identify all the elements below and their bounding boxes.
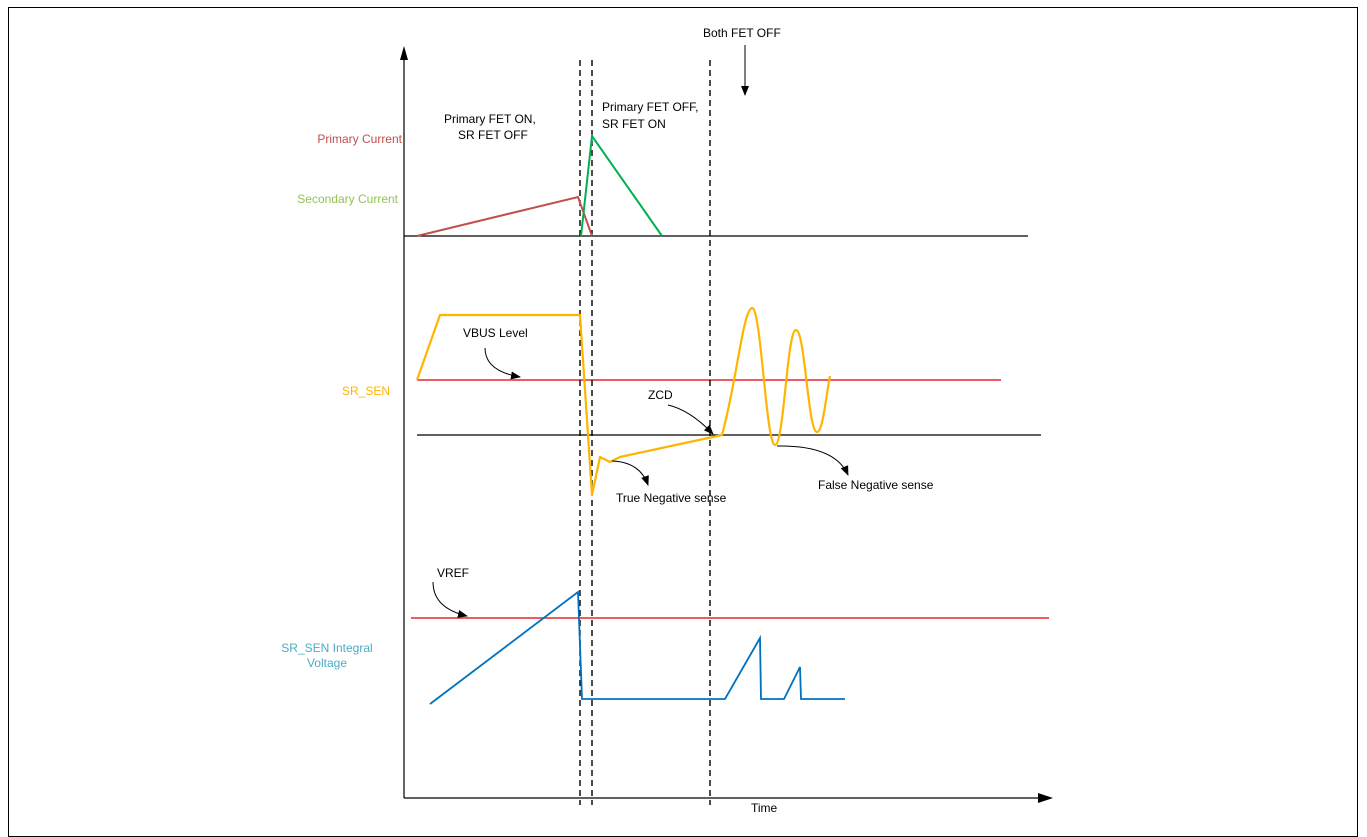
phase-2-label-1: Primary FET OFF, xyxy=(602,100,698,114)
primary-current-waveform xyxy=(416,195,593,237)
x-axis-arrow-icon xyxy=(1038,793,1053,803)
sr-sen-integral-waveform xyxy=(429,590,845,705)
sr-sen-integral-label-2: Voltage xyxy=(307,656,347,670)
y-axis-arrow-icon xyxy=(400,46,408,60)
primary-current-label: Primary Current xyxy=(317,132,402,146)
vbus-pointer-icon xyxy=(484,347,521,380)
sr-sen-waveform xyxy=(415,306,832,497)
phase-2-label-2: SR FET ON xyxy=(602,117,666,131)
x-axis-label: Time xyxy=(751,801,778,815)
true-negative-label: True Negative sense xyxy=(616,491,727,505)
vref-pointer-icon xyxy=(432,581,468,618)
secondary-current-label: Secondary Current xyxy=(297,192,398,206)
false-neg-pointer-icon xyxy=(776,445,849,476)
sr-sen-label: SR_SEN xyxy=(342,384,390,398)
zcd-pointer-icon xyxy=(667,404,714,435)
vref-label: VREF xyxy=(437,566,469,580)
false-negative-label: False Negative sense xyxy=(818,478,934,492)
zcd-label: ZCD xyxy=(648,388,673,402)
true-neg-pointer-icon xyxy=(611,460,649,486)
secondary-current-waveform xyxy=(580,133,663,237)
vbus-level-label: VBUS Level xyxy=(463,326,528,340)
phase-1-label-1: Primary FET ON, xyxy=(444,112,536,126)
sr-sen-integral-label-1: SR_SEN Integral xyxy=(281,641,372,655)
both-fet-off-label: Both FET OFF xyxy=(703,26,781,40)
phase-1-label-2: SR FET OFF xyxy=(458,128,528,142)
